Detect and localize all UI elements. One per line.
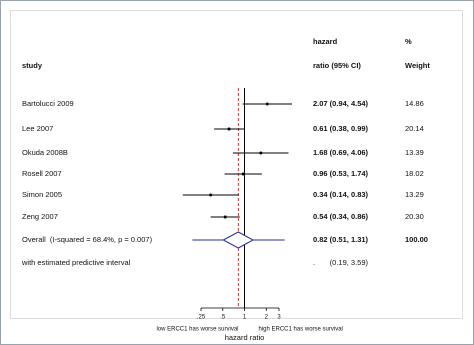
plot-frame xyxy=(10,10,463,319)
weight-label: 100.00 xyxy=(405,235,428,244)
x-tick-label: .5 xyxy=(220,315,226,321)
point-estimate xyxy=(241,172,245,176)
predictive-label: with estimated predictive interval xyxy=(21,258,131,267)
weight-header: % xyxy=(405,37,412,46)
x-tick-label: 3 xyxy=(277,315,281,321)
effect-label: 0.34 (0.14, 0.83) xyxy=(313,190,369,199)
weight-label: 14.86 xyxy=(405,99,424,108)
study-label: Rosell 2007 xyxy=(22,169,62,178)
effect-label: 0.82 (0.51, 1.31) xyxy=(313,235,369,244)
study-label: Zeng 2007 xyxy=(22,212,58,221)
weight-label: 13.39 xyxy=(405,148,424,157)
overall-diamond xyxy=(222,231,255,249)
left-note: low ERCC1 has worse survival xyxy=(156,327,238,333)
x-tick-label: 1 xyxy=(243,315,247,321)
x-axis-title: hazard ratio xyxy=(225,333,265,342)
study-label: Simon 2005 xyxy=(22,190,62,199)
predictive-value: . (0.19, 3.59) xyxy=(313,258,369,267)
x-tick-label: .25 xyxy=(197,315,206,321)
right-note: high ERCC1 has worse survival xyxy=(259,327,343,333)
weight-label: 13.29 xyxy=(405,190,424,199)
point-estimate xyxy=(209,193,213,197)
effect-label: 0.96 (0.53, 1.74) xyxy=(313,169,369,178)
effect-header: ratio (95% CI) xyxy=(313,61,361,70)
point-estimate xyxy=(265,102,269,106)
effect-label: 1.68 (0.69, 4.06) xyxy=(313,148,369,157)
effect-header: hazard xyxy=(313,37,338,46)
study-label: Bartolucci 2009 xyxy=(22,99,74,108)
overall-label: Overall (I-squared = 68.4%, p = 0.007) xyxy=(22,235,153,244)
weight-label: 18.02 xyxy=(405,169,424,178)
point-estimate xyxy=(223,215,227,219)
study-label: Lee 2007 xyxy=(22,124,53,133)
effect-label: 2.07 (0.94, 4.54) xyxy=(313,99,369,108)
study-header: study xyxy=(22,61,43,70)
study-label: Okuda 2008B xyxy=(22,148,68,157)
x-tick-label: 2 xyxy=(265,315,269,321)
point-estimate xyxy=(227,127,231,131)
weight-label: 20.30 xyxy=(405,212,424,221)
weight-header: Weight xyxy=(405,61,430,70)
weight-label: 20.14 xyxy=(405,124,424,133)
effect-label: 0.61 (0.38, 0.99) xyxy=(313,124,369,133)
effect-label: 0.54 (0.34, 0.86) xyxy=(313,212,369,221)
point-estimate xyxy=(259,151,263,155)
